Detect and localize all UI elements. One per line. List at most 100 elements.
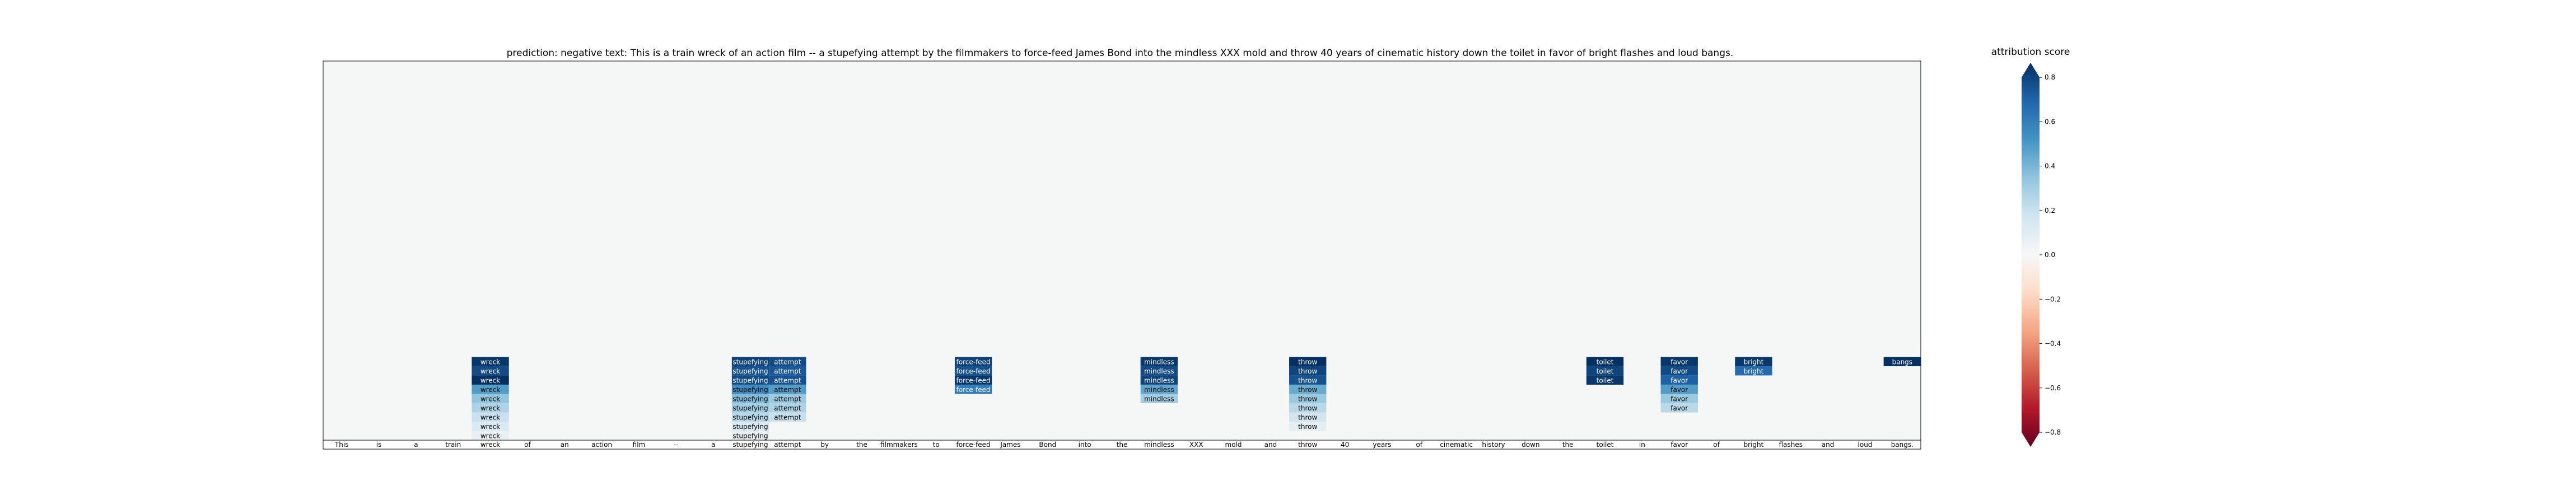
cell-label: wreck bbox=[480, 395, 500, 403]
token-strip bbox=[323, 440, 1921, 450]
cell-label: bright bbox=[1744, 358, 1764, 366]
heatmap-cell bbox=[1660, 375, 1698, 385]
token-label: flashes bbox=[1779, 441, 1803, 449]
cell-label: stupefying bbox=[732, 376, 768, 384]
cell-label: wreck bbox=[480, 423, 500, 431]
heatmap-cell bbox=[954, 384, 992, 394]
heatmap-cell bbox=[1735, 357, 1772, 366]
token-label: a bbox=[711, 441, 715, 449]
cell-label: throw bbox=[1298, 386, 1317, 394]
token-label: is bbox=[376, 441, 382, 449]
cell-label: toilet bbox=[1597, 376, 1614, 384]
token-label: the bbox=[856, 441, 867, 449]
heatmap-cell bbox=[472, 366, 509, 376]
heatmap-cell bbox=[1586, 366, 1624, 376]
cell-label: attempt bbox=[774, 376, 801, 384]
cell-label: stupefying bbox=[732, 432, 768, 440]
colorbar-tick-label: −0.2 bbox=[2045, 295, 2061, 303]
cell-label: bright bbox=[1744, 367, 1764, 375]
token-label: force-feed bbox=[956, 441, 991, 449]
heatmap-cell bbox=[769, 403, 806, 413]
cell-label: attempt bbox=[774, 404, 801, 412]
heatmap-cell bbox=[731, 394, 769, 403]
token-label: loud bbox=[1858, 441, 1873, 449]
cell-label: force-feed bbox=[956, 376, 991, 384]
heatmap-cell bbox=[954, 357, 992, 366]
colorbar-tick-label: 0.4 bbox=[2045, 162, 2055, 170]
heatmap-cell bbox=[1660, 403, 1698, 413]
heatmap-cell bbox=[1140, 375, 1178, 385]
cell-label: favor bbox=[1670, 386, 1688, 394]
token-label: 40 bbox=[1341, 441, 1349, 449]
heatmap-cell bbox=[1140, 366, 1178, 376]
heatmap-cell bbox=[1289, 421, 1327, 431]
cell-label: wreck bbox=[480, 358, 500, 366]
heatmap-cell bbox=[472, 394, 509, 403]
heatmap-cell bbox=[1735, 366, 1772, 376]
token-label: of bbox=[524, 441, 531, 449]
token-label: stupefying bbox=[732, 441, 768, 449]
heatmap-cell bbox=[1586, 357, 1624, 366]
cell-label: throw bbox=[1298, 413, 1317, 421]
heatmap-cell bbox=[1140, 357, 1178, 366]
heatmap-cell bbox=[731, 375, 769, 385]
token-label: action bbox=[591, 441, 612, 449]
heatmap-cells: wreckwreckwreckwreckwreckwreckwreckwreck… bbox=[472, 357, 1921, 440]
cell-label: force-feed bbox=[956, 386, 991, 394]
token-label: of bbox=[1416, 441, 1423, 449]
token-label: -- bbox=[674, 441, 679, 449]
token-label: of bbox=[1713, 441, 1720, 449]
colorbar-ticks: 0.8 0.6 0.4 0.2 0.0 −0.2 −0.4 −0.6 −0.8 bbox=[2040, 73, 2061, 436]
token-label: bangs. bbox=[1891, 441, 1914, 449]
cell-label: wreck bbox=[480, 404, 500, 412]
cell-label: throw bbox=[1298, 395, 1317, 403]
token-label: film bbox=[633, 441, 646, 449]
heatmap-cell bbox=[472, 431, 509, 440]
heatmap-cell bbox=[1289, 375, 1327, 385]
heatmap-cell bbox=[731, 412, 769, 422]
token-label: favor bbox=[1670, 441, 1688, 449]
cell-label: favor bbox=[1670, 358, 1688, 366]
cell-label: attempt bbox=[774, 367, 801, 375]
cell-label: favor bbox=[1670, 367, 1688, 375]
heatmap-cell bbox=[769, 394, 806, 403]
cell-label: mindless bbox=[1144, 395, 1174, 403]
heatmap-cell bbox=[1660, 384, 1698, 394]
token-label: James bbox=[1000, 441, 1020, 449]
token-label: attempt bbox=[774, 441, 801, 449]
cell-label: toilet bbox=[1597, 358, 1614, 366]
heatmap-cell bbox=[769, 375, 806, 385]
token-label: and bbox=[1822, 441, 1835, 449]
heatmap-cell bbox=[1883, 357, 1921, 366]
colorbar-tick-label: 0.8 bbox=[2045, 73, 2055, 81]
cell-label: attempt bbox=[774, 386, 801, 394]
cell-label: wreck bbox=[480, 432, 500, 440]
cell-label: favor bbox=[1670, 404, 1688, 412]
token-label: history bbox=[1482, 441, 1505, 449]
cell-label: attempt bbox=[774, 358, 801, 366]
colorbar-tick-label: 0.2 bbox=[2045, 207, 2055, 214]
heatmap-cell bbox=[1289, 403, 1327, 413]
cell-label: throw bbox=[1298, 376, 1317, 384]
heatmap-cell bbox=[731, 421, 769, 431]
token-label: bright bbox=[1744, 441, 1764, 449]
token-label: mold bbox=[1225, 441, 1242, 449]
cell-label: stupefying bbox=[732, 404, 768, 412]
cell-label: stupefying bbox=[732, 358, 768, 366]
token-label: an bbox=[561, 441, 569, 449]
token-label: years bbox=[1373, 441, 1391, 449]
heatmap-cell bbox=[731, 431, 769, 440]
token-label: train bbox=[445, 441, 461, 449]
token-label: the bbox=[1117, 441, 1128, 449]
token-label: the bbox=[1562, 441, 1574, 449]
heatmap-cell bbox=[1140, 384, 1178, 394]
cell-label: bangs bbox=[1892, 358, 1912, 366]
heatmap-cell bbox=[1289, 384, 1327, 394]
cell-label: wreck bbox=[480, 386, 500, 394]
token-label: in bbox=[1639, 441, 1645, 449]
cell-label: attempt bbox=[774, 413, 801, 421]
cell-label: stupefying bbox=[732, 386, 768, 394]
cell-label: throw bbox=[1298, 358, 1317, 366]
cell-label: mindless bbox=[1144, 358, 1174, 366]
heatmap-cell bbox=[472, 412, 509, 422]
